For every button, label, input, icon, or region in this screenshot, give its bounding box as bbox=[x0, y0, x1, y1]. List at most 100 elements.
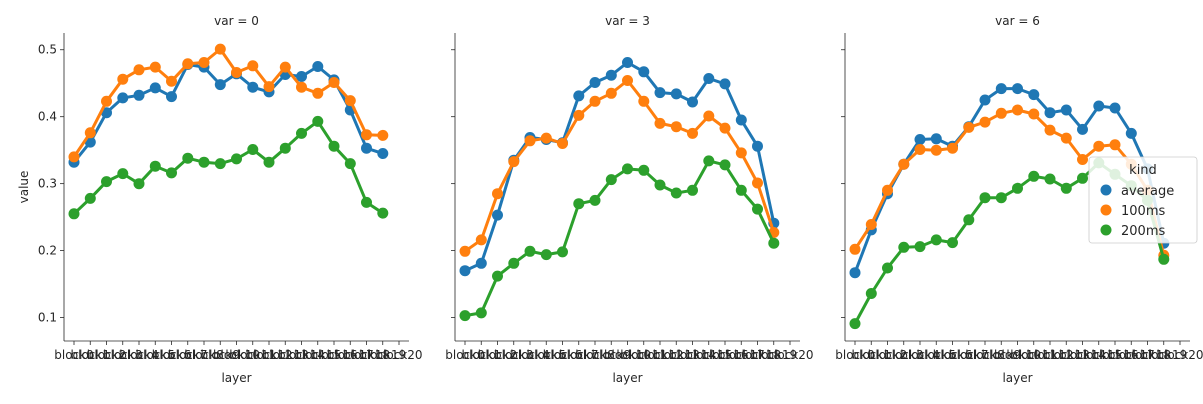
x-tick-label: block6 bbox=[543, 348, 582, 362]
data-point-200ms bbox=[768, 237, 780, 249]
x-tick-label: block16 bbox=[701, 348, 748, 362]
data-point-average bbox=[849, 267, 861, 279]
data-point-100ms bbox=[263, 81, 275, 93]
data-point-200ms bbox=[963, 214, 975, 226]
data-point-average bbox=[622, 57, 633, 68]
data-point-200ms bbox=[361, 196, 372, 208]
data-point-average bbox=[914, 134, 926, 145]
x-tick-label: block16 bbox=[1091, 348, 1138, 362]
data-point-100ms bbox=[963, 121, 975, 133]
panel-1: var = 3block0block1block2block3block4blo… bbox=[445, 14, 813, 385]
x-tick-label: block4 bbox=[900, 348, 939, 362]
x-tick-label: block12 bbox=[245, 348, 292, 362]
data-point-average bbox=[670, 88, 682, 100]
data-point-100ms bbox=[279, 61, 291, 73]
x-tick-label: block17 bbox=[1108, 348, 1155, 362]
data-point-100ms bbox=[589, 95, 601, 107]
data-point-100ms bbox=[670, 121, 682, 133]
data-point-200ms bbox=[1158, 253, 1170, 265]
panel-title: var = 6 bbox=[995, 14, 1040, 28]
data-point-average bbox=[930, 133, 942, 145]
x-tick-label: block12 bbox=[1026, 348, 1073, 362]
x-tick-label: block0 bbox=[445, 348, 484, 362]
data-point-200ms bbox=[166, 167, 177, 179]
data-point-100ms bbox=[198, 57, 210, 68]
x-tick-label: block2 bbox=[478, 348, 517, 362]
data-point-100ms bbox=[1077, 154, 1088, 165]
data-point-100ms bbox=[1093, 140, 1105, 152]
data-point-200ms bbox=[540, 249, 552, 261]
data-point-100ms bbox=[540, 132, 552, 144]
data-point-100ms bbox=[344, 95, 356, 107]
data-point-100ms bbox=[914, 144, 926, 155]
data-point-200ms bbox=[1060, 182, 1072, 194]
x-tick-label: block20 bbox=[1156, 348, 1203, 362]
data-point-average bbox=[377, 148, 389, 159]
x-tick-label: block13 bbox=[653, 348, 700, 362]
data-point-100ms bbox=[508, 156, 520, 168]
data-point-200ms bbox=[557, 246, 568, 258]
data-point-average bbox=[1060, 104, 1072, 116]
data-point-100ms bbox=[182, 58, 194, 70]
data-point-100ms bbox=[605, 87, 617, 99]
data-point-average bbox=[1012, 83, 1023, 95]
data-point-100ms bbox=[687, 127, 698, 139]
data-point-100ms bbox=[995, 107, 1007, 119]
data-point-average bbox=[995, 83, 1007, 95]
data-point-200ms bbox=[231, 153, 242, 165]
x-axis-label: layer bbox=[221, 371, 251, 385]
x-tick-label: block17 bbox=[718, 348, 765, 362]
legend-entry-100ms: 100ms bbox=[1121, 204, 1165, 219]
data-point-average bbox=[719, 78, 731, 90]
x-tick-label: block1 bbox=[462, 348, 501, 362]
data-point-average bbox=[605, 69, 617, 81]
legend-marker-100ms bbox=[1100, 204, 1112, 216]
x-tick-label: block20 bbox=[766, 348, 813, 362]
data-point-average bbox=[149, 82, 161, 94]
x-tick-label: block9 bbox=[982, 348, 1021, 362]
data-point-average bbox=[296, 71, 307, 82]
x-tick-label: block7 bbox=[168, 348, 207, 362]
data-point-200ms bbox=[589, 194, 601, 206]
x-tick-label: block6 bbox=[152, 348, 191, 362]
x-tick-label: block1 bbox=[852, 348, 891, 362]
data-point-200ms bbox=[263, 156, 275, 168]
data-point-200ms bbox=[492, 270, 503, 282]
data-point-100ms bbox=[492, 188, 503, 200]
data-point-average bbox=[117, 92, 129, 104]
x-tick-label: block0 bbox=[54, 348, 93, 362]
data-point-100ms bbox=[296, 81, 307, 93]
x-tick-label: block10 bbox=[994, 348, 1041, 362]
x-tick-label: block14 bbox=[669, 348, 716, 362]
data-point-200ms bbox=[914, 241, 926, 253]
data-point-200ms bbox=[279, 142, 291, 154]
data-point-100ms bbox=[312, 87, 324, 99]
x-axis-label: layer bbox=[612, 371, 642, 385]
data-point-100ms bbox=[622, 75, 633, 86]
data-point-average bbox=[1028, 89, 1040, 101]
data-point-100ms bbox=[703, 110, 715, 122]
x-tick-label: block18 bbox=[1124, 348, 1171, 362]
data-point-100ms bbox=[638, 95, 650, 107]
data-point-200ms bbox=[214, 158, 226, 170]
x-tick-label: block19 bbox=[1140, 348, 1187, 362]
data-point-200ms bbox=[117, 168, 129, 180]
data-point-average bbox=[1093, 100, 1105, 112]
x-tick-label: block7 bbox=[559, 348, 598, 362]
series-line-200ms bbox=[72, 119, 385, 216]
x-tick-label: block5 bbox=[527, 348, 566, 362]
data-point-100ms bbox=[101, 95, 112, 107]
x-tick-label: block4 bbox=[510, 348, 549, 362]
series-line-200ms bbox=[463, 159, 776, 318]
panel-title: var = 0 bbox=[214, 14, 259, 28]
x-tick-label: block15 bbox=[1075, 348, 1122, 362]
data-point-200ms bbox=[508, 257, 520, 269]
x-tick-label: block13 bbox=[1043, 348, 1090, 362]
x-tick-label: block0 bbox=[835, 348, 874, 362]
data-point-average bbox=[361, 142, 372, 154]
y-tick-label: 0.1 bbox=[38, 311, 57, 325]
data-point-100ms bbox=[214, 43, 226, 55]
data-point-100ms bbox=[930, 144, 942, 156]
panel-0: var = 00.10.20.30.40.5block0block1block2… bbox=[38, 14, 423, 385]
data-point-100ms bbox=[654, 117, 666, 129]
